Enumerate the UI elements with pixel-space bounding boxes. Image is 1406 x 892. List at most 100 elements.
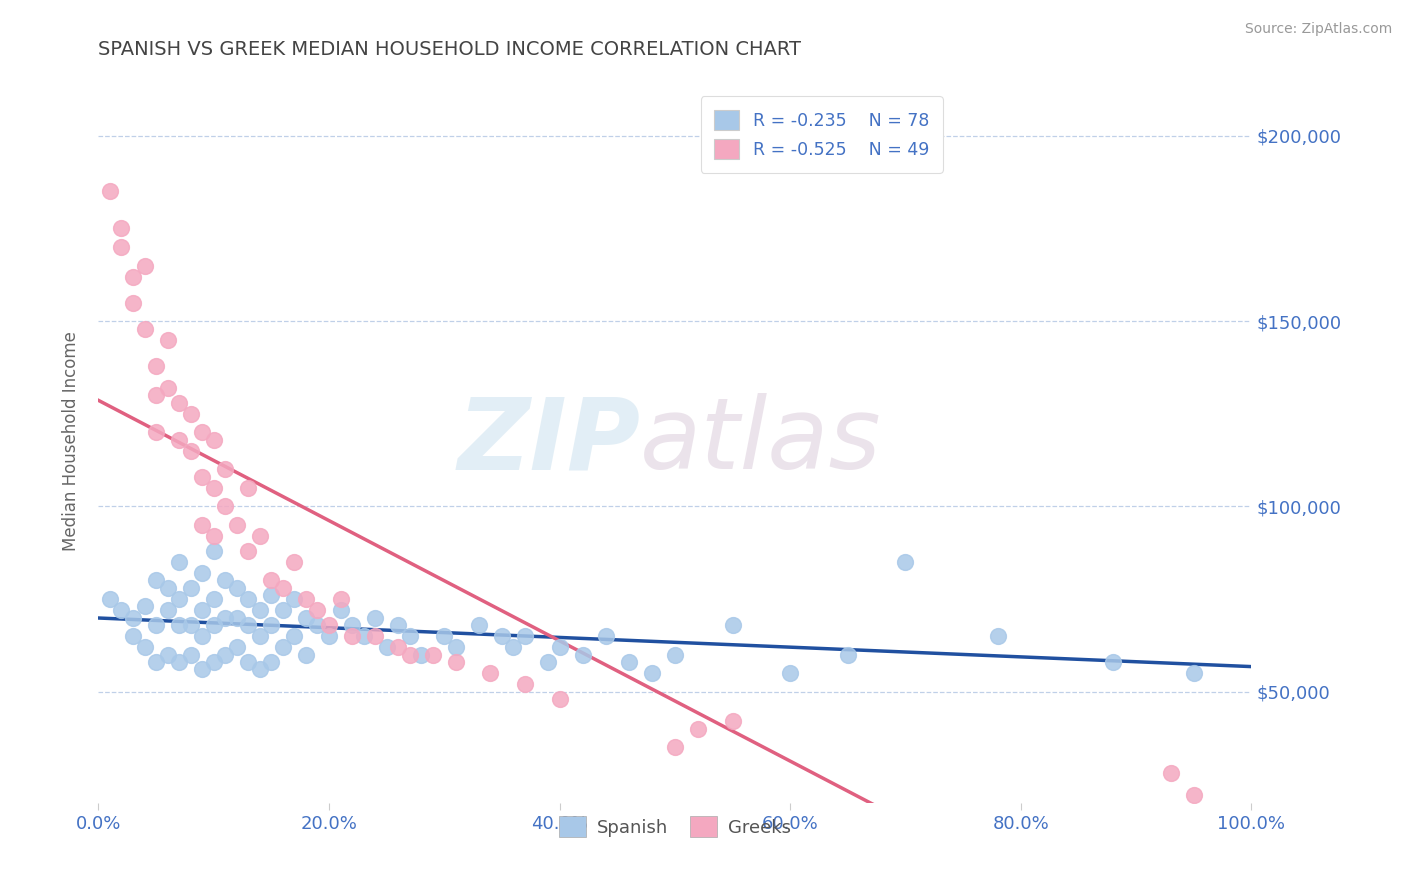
Y-axis label: Median Household Income: Median Household Income [62,332,80,551]
Point [156,581,179,595]
Point [387,618,409,632]
Point [837,648,859,662]
Point [398,648,420,662]
Point [260,588,283,602]
Point [329,592,352,607]
Point [122,295,145,310]
Point [664,740,686,755]
Point [513,677,536,691]
Point [271,640,294,655]
Point [191,629,214,643]
Point [214,610,236,624]
Point [110,603,132,617]
Point [513,629,536,643]
Point [340,629,363,643]
Point [249,603,271,617]
Point [479,666,502,681]
Point [167,618,190,632]
Point [548,640,571,655]
Point [167,592,190,607]
Point [721,714,744,729]
Text: ZIP: ZIP [457,393,640,490]
Point [167,433,190,447]
Point [398,629,420,643]
Point [180,407,202,421]
Point [260,655,283,669]
Legend: Spanish, Greeks: Spanish, Greeks [551,809,799,845]
Point [225,640,247,655]
Point [98,592,121,607]
Point [122,629,145,643]
Point [156,648,179,662]
Point [491,629,513,643]
Point [110,221,132,235]
Point [249,529,271,543]
Text: Source: ZipAtlas.com: Source: ZipAtlas.com [1244,22,1392,37]
Point [444,640,467,655]
Point [318,629,340,643]
Point [225,581,247,595]
Point [238,655,260,669]
Point [249,662,271,676]
Point [214,574,236,588]
Point [134,321,156,335]
Point [191,517,214,532]
Point [191,425,214,440]
Point [987,629,1010,643]
Point [145,425,167,440]
Point [595,629,617,643]
Text: atlas: atlas [640,393,882,490]
Point [779,666,801,681]
Point [1182,666,1205,681]
Point [202,544,225,558]
Point [1160,766,1182,780]
Text: SPANISH VS GREEK MEDIAN HOUSEHOLD INCOME CORRELATION CHART: SPANISH VS GREEK MEDIAN HOUSEHOLD INCOME… [98,40,801,59]
Point [387,640,409,655]
Point [98,185,121,199]
Point [686,722,709,736]
Point [191,603,214,617]
Point [145,618,167,632]
Point [283,592,305,607]
Point [167,395,190,409]
Point [721,618,744,632]
Point [134,599,156,614]
Point [202,618,225,632]
Point [283,629,305,643]
Point [134,259,156,273]
Point [340,618,363,632]
Point [260,574,283,588]
Point [411,648,433,662]
Point [318,618,340,632]
Point [202,481,225,495]
Point [307,618,329,632]
Point [502,640,524,655]
Point [1182,789,1205,803]
Point [167,655,190,669]
Point [214,500,236,514]
Point [894,555,917,569]
Point [364,629,387,643]
Point [167,555,190,569]
Point [307,603,329,617]
Point [180,443,202,458]
Point [214,648,236,662]
Point [191,469,214,483]
Point [191,662,214,676]
Point [202,655,225,669]
Point [145,574,167,588]
Point [145,359,167,373]
Point [156,333,179,347]
Point [110,240,132,254]
Point [375,640,398,655]
Point [225,517,247,532]
Point [180,581,202,595]
Point [295,648,318,662]
Point [617,655,640,669]
Point [283,555,305,569]
Point [271,603,294,617]
Point [238,544,260,558]
Point [422,648,444,662]
Point [353,629,375,643]
Point [145,655,167,669]
